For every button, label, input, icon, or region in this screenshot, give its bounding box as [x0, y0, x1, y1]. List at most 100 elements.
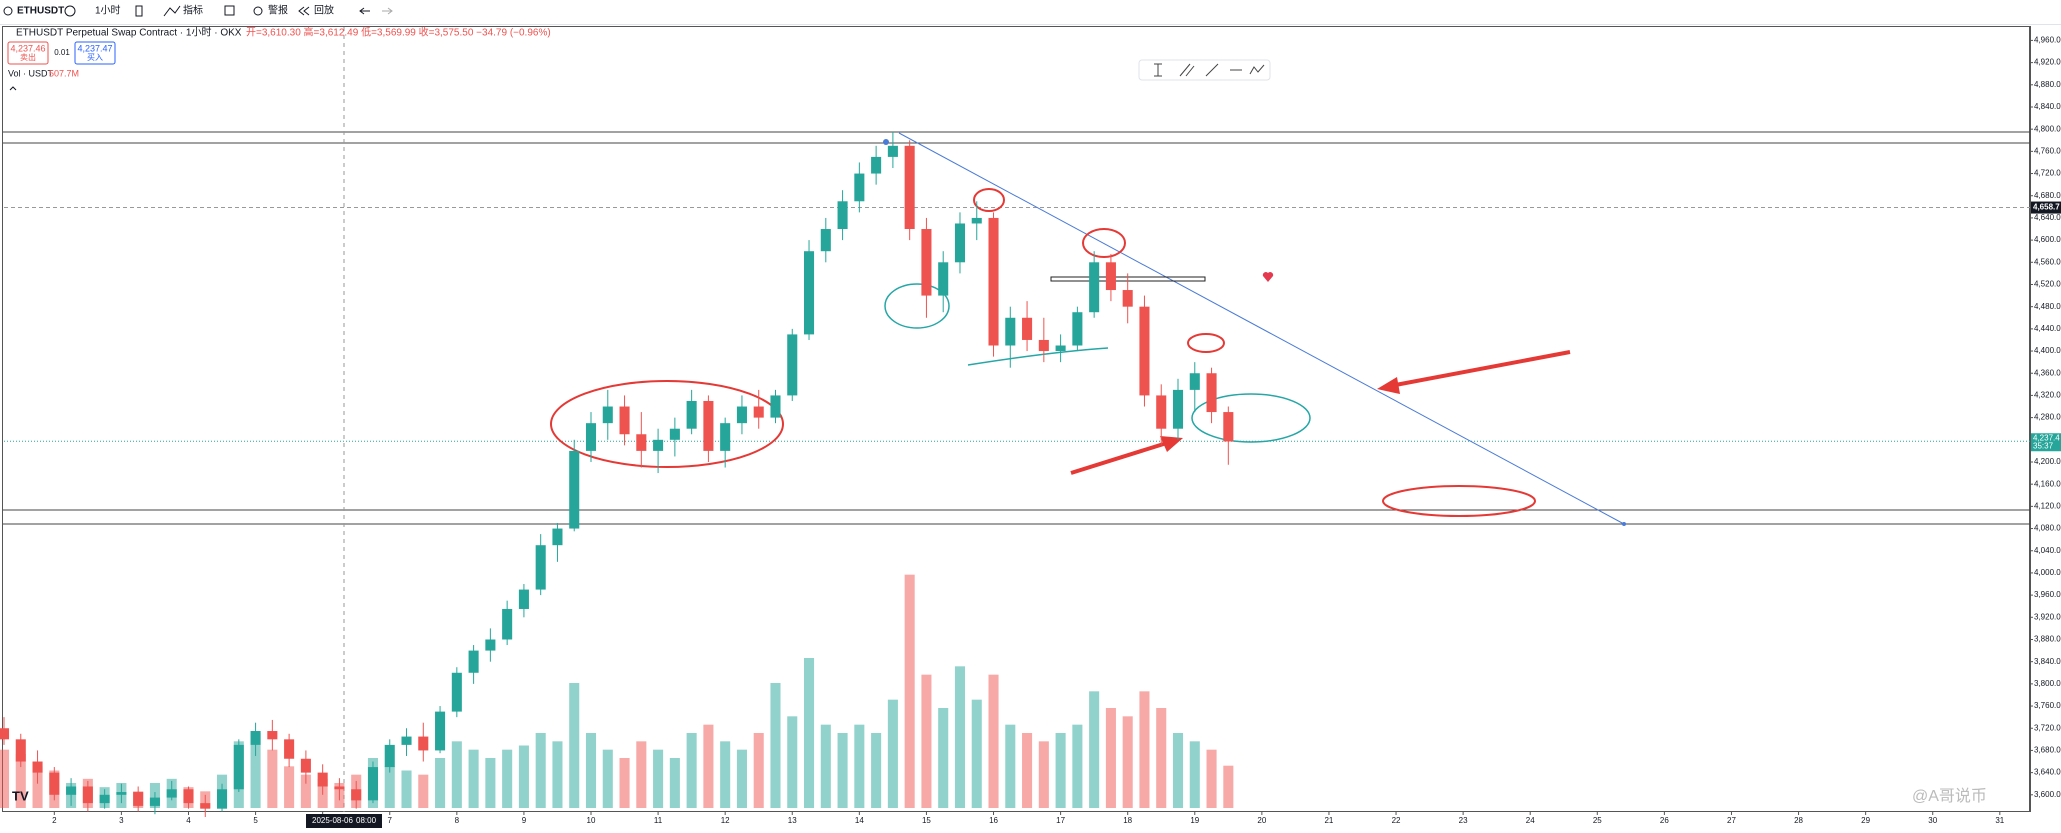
volume-bar	[1122, 716, 1133, 808]
y-tick-label: 3,920.0	[2034, 612, 2061, 621]
candle-body	[669, 428, 680, 440]
replay-icon[interactable]	[298, 6, 310, 16]
buy-button[interactable]	[74, 41, 116, 65]
ellipse[interactable]	[1191, 393, 1311, 443]
layout-icon[interactable]	[224, 5, 235, 16]
plot-frame	[2, 26, 2030, 812]
y-tick-label: 4,440.0	[2034, 324, 2061, 333]
candle-body	[401, 736, 412, 745]
drawing-tools[interactable]	[1154, 63, 1265, 77]
x-tick-label: 30	[1928, 816, 1937, 825]
ellipse[interactable]	[1082, 228, 1126, 258]
arrow[interactable]	[1389, 350, 1571, 388]
y-tick-label: 3,960.0	[2034, 590, 2061, 599]
search-icon[interactable]	[3, 6, 13, 16]
candle-body	[1206, 373, 1217, 413]
collapse[interactable]	[9, 86, 17, 91]
x-tick-label: 13	[788, 816, 797, 825]
replay[interactable]: 回放	[314, 4, 334, 17]
volume-bar	[284, 766, 295, 808]
chart-type[interactable]	[135, 5, 143, 17]
volume-bar	[15, 753, 26, 808]
crosshair-time: 08:00	[356, 816, 377, 825]
candle-body	[502, 608, 513, 640]
y-tick-label: 4,840.0	[2034, 102, 2061, 111]
ellipse[interactable]	[1187, 333, 1225, 353]
y-tick-label: 3,680.0	[2034, 746, 2061, 755]
x-tick-label: 29	[1861, 816, 1870, 825]
candle-body	[435, 711, 446, 751]
y-tick-label: 4,360.0	[2034, 368, 2061, 377]
candle-body	[1156, 395, 1167, 429]
indicator-icon[interactable]	[163, 5, 181, 17]
candle-body	[1089, 262, 1100, 313]
alerts[interactable]: 警报	[268, 4, 288, 17]
interval[interactable]: 1小时	[95, 5, 121, 17]
sell-label[interactable]: 卖出	[20, 52, 36, 62]
ellipse[interactable]	[973, 188, 1005, 212]
y-tick-label: 4,200.0	[2034, 457, 2061, 466]
y-tick-label: 3,880.0	[2034, 635, 2061, 644]
indicators[interactable]: 指标	[183, 4, 203, 17]
tv-logo: TV	[12, 788, 29, 803]
candle-body	[569, 450, 580, 529]
volume-bar	[854, 724, 865, 808]
sell-button[interactable]	[7, 41, 49, 65]
y-tick-label: 4,600.0	[2034, 235, 2061, 244]
redo[interactable]	[382, 7, 393, 15]
volume-bar	[384, 766, 395, 808]
volume-bar	[971, 699, 982, 808]
buy-label[interactable]: 买入	[87, 53, 103, 62]
volume-bar	[720, 741, 731, 808]
candle-body	[1172, 389, 1184, 429]
x-tick-label: 20	[1257, 816, 1266, 825]
candle-body	[451, 672, 462, 712]
marker-price-box	[2031, 201, 2061, 214]
x-tick-label: 24	[1526, 816, 1535, 825]
candle-body	[116, 792, 127, 795]
volume-bar	[451, 741, 462, 808]
candle-body	[66, 786, 77, 795]
crosshair-date: 2025-08-06	[312, 816, 353, 825]
trend-line[interactable]	[898, 132, 1625, 525]
volume-bar	[1156, 708, 1167, 808]
candle-body	[904, 145, 915, 230]
candle-body	[183, 789, 194, 804]
candle-body	[133, 792, 144, 806]
arrow[interactable]	[1070, 440, 1171, 475]
volume-bar	[921, 674, 932, 808]
candle-body	[1189, 373, 1200, 390]
add-symbol[interactable]	[64, 5, 76, 17]
volume-bar	[837, 733, 848, 808]
candle-body	[0, 728, 10, 740]
volume-bar	[401, 770, 412, 808]
y-tick-label: 4,960.0	[2034, 36, 2061, 45]
spread: 0.01	[54, 48, 70, 57]
candle-body	[653, 439, 664, 451]
candle-body	[49, 772, 60, 795]
candle-body	[954, 223, 966, 263]
buy-price[interactable]: 4,237.47	[77, 43, 112, 53]
ellipse[interactable]	[884, 283, 950, 329]
symbol[interactable]: ETHUSDT	[17, 6, 64, 17]
volume-bar	[1172, 733, 1184, 808]
candle-body	[1122, 290, 1133, 307]
candle-body	[636, 434, 647, 451]
marker-price-label: 4,658.7	[2033, 203, 2060, 212]
trend-handle[interactable]	[1622, 522, 1626, 526]
volume-bar	[887, 699, 898, 808]
volume-bar	[250, 733, 261, 808]
candle-body	[1072, 312, 1083, 346]
alert-icon[interactable]	[253, 6, 263, 16]
ellipse[interactable]	[550, 380, 784, 468]
ellipse[interactable]	[1382, 485, 1536, 517]
trend-handle[interactable]	[883, 139, 889, 145]
sell-price[interactable]: 4,237.46	[10, 43, 45, 53]
undo[interactable]	[359, 7, 370, 15]
volume-bar	[569, 683, 580, 808]
candle-body	[770, 395, 781, 418]
drawing-toolbar[interactable]	[1138, 59, 1271, 81]
volume-bar	[954, 666, 966, 808]
volume-bar	[1072, 724, 1083, 808]
volume-bar	[938, 708, 949, 808]
